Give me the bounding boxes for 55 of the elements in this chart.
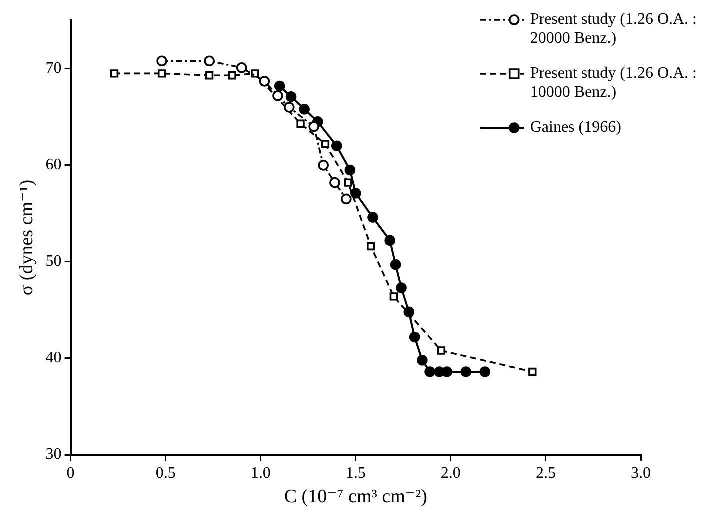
point: [460, 366, 472, 378]
point: [321, 140, 330, 148]
y-tick-label: 60: [46, 156, 62, 174]
legend-label: Present study (1.26 O.A. : 10000 Benz.): [530, 65, 697, 102]
point: [284, 102, 295, 113]
point: [204, 56, 215, 67]
legend-label: Present study (1.26 O.A. : 20000 Benz.): [530, 11, 697, 48]
point: [236, 62, 248, 74]
x-tick-label: 0: [66, 464, 75, 482]
point: [409, 332, 420, 343]
point: [318, 160, 329, 171]
point: [330, 177, 340, 188]
point: [344, 178, 352, 187]
point: [417, 355, 428, 366]
x-axis-title: C (10⁻⁷ cm³ cm⁻²): [284, 486, 428, 508]
point: [110, 70, 119, 78]
x-tick-label: 1.5: [346, 464, 366, 482]
y-tick-label: 70: [46, 60, 62, 78]
point: [528, 368, 537, 376]
point: [442, 366, 453, 378]
y-tick-label: 30: [46, 446, 62, 464]
point: [350, 188, 362, 199]
legend-label: Gaines (1966): [530, 119, 622, 136]
point: [299, 104, 310, 115]
y-tick-label: 40: [46, 350, 62, 367]
point: [404, 306, 415, 318]
point: [274, 80, 286, 92]
point: [480, 366, 491, 378]
point: [205, 72, 214, 80]
point: [384, 235, 396, 246]
point: [228, 72, 236, 80]
point: [308, 121, 320, 132]
x-tick-label: 0.5: [156, 464, 176, 482]
point: [156, 56, 168, 67]
point: [259, 76, 270, 87]
point: [437, 346, 446, 355]
point: [286, 91, 297, 102]
point: [344, 164, 356, 176]
y-axis-title: σ (dynes cm⁻¹): [16, 180, 38, 296]
point: [331, 140, 342, 152]
x-tick-label: 1.0: [250, 464, 271, 482]
point: [390, 292, 398, 301]
point: [390, 259, 402, 270]
x-tick-label: 3.0: [631, 464, 651, 482]
point: [396, 282, 407, 294]
x-tick-label: 2.5: [536, 464, 556, 482]
point: [367, 242, 376, 251]
point: [340, 194, 352, 205]
point: [158, 70, 166, 78]
point: [296, 120, 305, 128]
x-tick-label: 2.0: [440, 464, 461, 482]
point: [272, 90, 284, 102]
point: [368, 212, 378, 223]
point: [424, 366, 436, 378]
y-tick-label: 50: [46, 253, 62, 270]
